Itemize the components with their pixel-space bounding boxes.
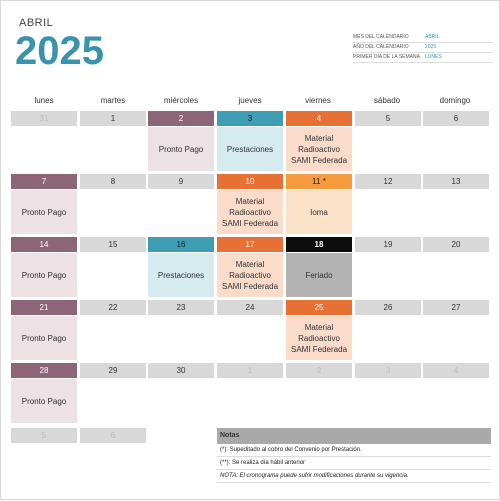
calendar-settings: MES DEL CALENDARIO ABRIL AÑO DEL CALENDA… xyxy=(353,33,493,63)
day-number: 23 xyxy=(148,300,214,315)
weekday-martes: martes xyxy=(100,96,126,105)
day-number: 14 xyxy=(11,237,77,252)
day-number: 1 xyxy=(217,363,283,378)
weekday-viernes: viernes xyxy=(305,96,331,105)
day-event-material[interactable]: Material Radioactivo SAMI Federada xyxy=(286,127,352,171)
day-event-feriado[interactable]: Feriado xyxy=(286,253,352,297)
setting-year-value[interactable]: 2025 xyxy=(425,44,437,50)
day-event-pronto[interactable]: Pronto Pago xyxy=(11,379,77,423)
day-number: 28 xyxy=(11,363,77,378)
day-number: 4 xyxy=(423,363,489,378)
day-number: 7 xyxy=(11,174,77,189)
weekday-lunes: lunes xyxy=(34,96,54,105)
day-number: 22 xyxy=(80,300,146,315)
day-number: 1 xyxy=(80,111,146,126)
setting-first-day-label: PRIMER DÍA DE LA SEMANA xyxy=(353,54,420,60)
day-number: 6 xyxy=(423,111,489,126)
day-number: 15 xyxy=(80,237,146,252)
day-number: 3 xyxy=(217,111,283,126)
setting-year-row: AÑO DEL CALENDARIO 2025 xyxy=(353,43,493,53)
setting-month-label: MES DEL CALENDARIO xyxy=(353,34,409,40)
day-number: 16 xyxy=(148,237,214,252)
day-number: 19 xyxy=(355,237,421,252)
weekday-header: lunes martes miércoles jueves viernes sá… xyxy=(11,96,491,108)
day-number: 21 xyxy=(11,300,77,315)
day-event-material[interactable]: Material Radioactivo SAMI Federada xyxy=(286,316,352,360)
setting-first-day-row: PRIMER DÍA DE LA SEMANA LUNES xyxy=(353,53,493,63)
day-event-prest[interactable]: Prestaciones xyxy=(217,127,283,171)
day-event-ioma[interactable]: Ioma xyxy=(286,190,352,234)
note-line: (*): Supeditado al cobro del Convenio po… xyxy=(217,444,491,457)
day-number: 29 xyxy=(80,363,146,378)
day-number: 25 xyxy=(286,300,352,315)
weekday-domingo: domingo xyxy=(439,96,471,105)
day-event-pronto[interactable]: Pronto Pago xyxy=(11,253,77,297)
day-number: 2 xyxy=(148,111,214,126)
day-number: 4 xyxy=(286,111,352,126)
setting-first-day-value[interactable]: LUNES xyxy=(425,54,442,60)
day-number: 24 xyxy=(217,300,283,315)
day-number: 30 xyxy=(148,363,214,378)
day-number: 8 xyxy=(80,174,146,189)
day-event-material[interactable]: Material Radioactivo SAMI Federada xyxy=(217,190,283,234)
day-number: 5 xyxy=(11,428,77,443)
note-line: NOTA: El cronograma puede sufrir modific… xyxy=(217,470,491,483)
day-event-material[interactable]: Material Radioactivo SAMI Federada xyxy=(217,253,283,297)
day-event-pronto[interactable]: Pronto Pago xyxy=(148,127,214,171)
note-line: (**): Se realiza día hábil anterior xyxy=(217,457,491,470)
day-number: 5 xyxy=(355,111,421,126)
month-title: ABRIL xyxy=(19,17,54,29)
day-number: 20 xyxy=(423,237,489,252)
day-event-pronto[interactable]: Pronto Pago xyxy=(11,316,77,360)
year-title: 2025 xyxy=(15,29,104,73)
weekday-jueves: jueves xyxy=(238,96,262,105)
weekday-miercoles: miércoles xyxy=(163,96,199,105)
day-number: 6 xyxy=(80,428,146,443)
day-number: 2 xyxy=(286,363,352,378)
day-event-pronto[interactable]: Pronto Pago xyxy=(11,190,77,234)
day-number: 9 xyxy=(148,174,214,189)
weekday-sabado: sábado xyxy=(373,96,401,105)
day-number: 31 xyxy=(11,111,77,126)
day-number: 12 xyxy=(355,174,421,189)
day-number: 13 xyxy=(423,174,489,189)
setting-month-value[interactable]: ABRIL xyxy=(425,34,440,40)
day-number: 18 xyxy=(286,237,352,252)
day-event-prest[interactable]: Prestaciones xyxy=(148,253,214,297)
setting-year-label: AÑO DEL CALENDARIO xyxy=(353,44,409,50)
day-number: 17 xyxy=(217,237,283,252)
day-number: 10 xyxy=(217,174,283,189)
setting-month-row: MES DEL CALENDARIO ABRIL xyxy=(353,33,493,43)
day-number: 26 xyxy=(355,300,421,315)
notes-panel: Notas (*): Supeditado al cobro del Conve… xyxy=(217,428,491,483)
day-number: 11 * xyxy=(286,174,352,189)
day-number: 3 xyxy=(355,363,421,378)
day-number: 27 xyxy=(423,300,489,315)
notes-title: Notas xyxy=(217,428,491,444)
